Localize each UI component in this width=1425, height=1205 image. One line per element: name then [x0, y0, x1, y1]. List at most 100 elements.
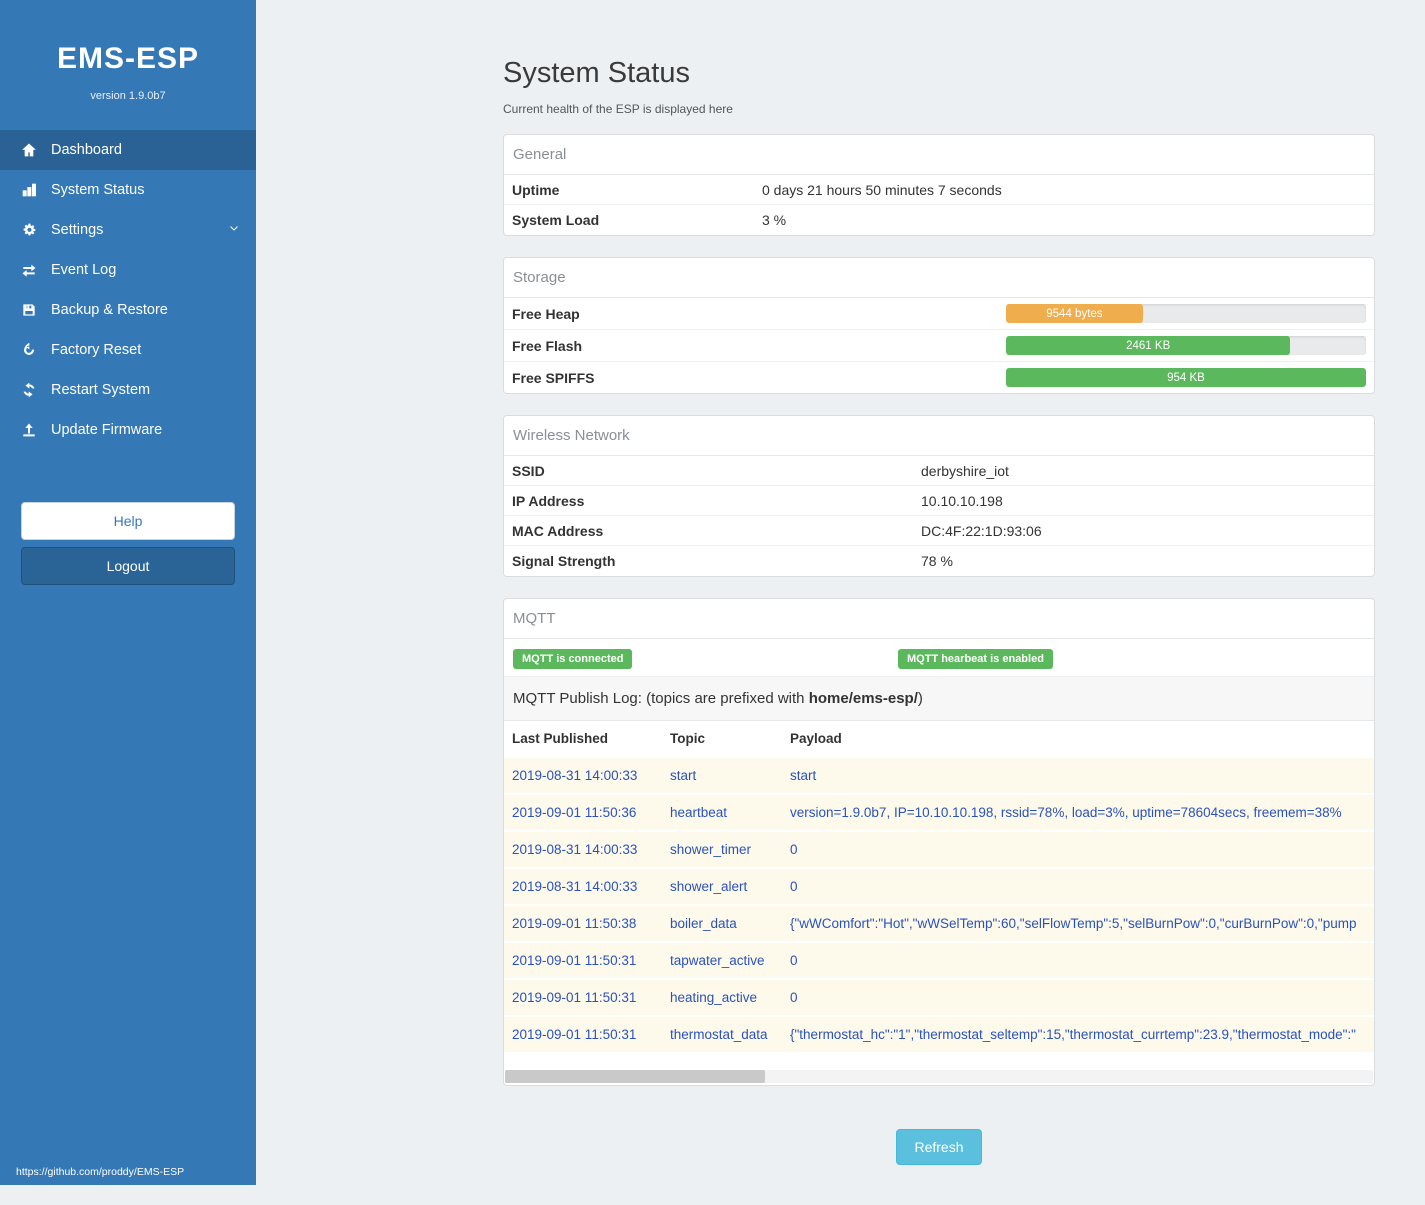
published-cell: 2019-08-31 14:00:33 — [504, 757, 662, 795]
free-spiffs-value: 954 KB — [1167, 371, 1205, 384]
brand: EMS-ESP version 1.9.0b7 — [0, 0, 256, 102]
floppy-save-icon — [20, 301, 38, 319]
table-row: 2019-08-31 14:00:33 start start — [504, 757, 1374, 795]
free-flash-label: Free Flash — [512, 337, 583, 354]
general-panel-header: General — [504, 135, 1374, 175]
published-cell: 2019-09-01 11:50:36 — [504, 794, 662, 832]
upload-icon — [20, 421, 38, 439]
payload-cell: 0 — [782, 831, 1374, 869]
gear-icon — [20, 221, 38, 239]
published-cell: 2019-09-01 11:50:31 — [504, 942, 662, 980]
mqtt-heartbeat-badge: MQTT hearbeat is enabled — [898, 649, 1053, 669]
general-panel: General Uptime 0 days 21 hours 50 minute… — [503, 134, 1375, 236]
published-cell: 2019-09-01 11:50:31 — [504, 979, 662, 1017]
table-row: 2019-09-01 11:50:36 heartbeat version=1.… — [504, 794, 1374, 832]
page-subtitle: Current health of the ESP is displayed h… — [503, 102, 733, 116]
sidebar-item-system-status[interactable]: System Status — [0, 170, 256, 210]
table-header-row: Last Published Topic Payload — [504, 721, 1374, 758]
ssid-value: derbyshire_iot — [921, 462, 1009, 479]
uptime-value: 0 days 21 hours 50 minutes 7 seconds — [762, 181, 1002, 198]
sidebar-menu: Dashboard System Status Settings Event L… — [0, 130, 256, 450]
storage-panel: Storage Free Heap 9544 bytes Free Flash … — [503, 257, 1375, 394]
signal-strength-row: Signal Strength 78 % — [504, 546, 1374, 576]
uptime-row: Uptime 0 days 21 hours 50 minutes 7 seco… — [504, 175, 1374, 205]
free-heap-row: Free Heap 9544 bytes — [504, 298, 1374, 330]
topic-cell: thermostat_data — [662, 1016, 782, 1054]
published-cell: 2019-08-31 14:00:33 — [504, 831, 662, 869]
ssid-label: SSID — [512, 462, 545, 479]
free-flash-progressbar: 2461 KB — [1006, 336, 1366, 355]
app-version: version 1.9.0b7 — [90, 90, 166, 102]
signal-strength-label: Signal Strength — [512, 553, 616, 569]
payload-cell: {"thermostat_hc":"1","thermostat_seltemp… — [782, 1016, 1374, 1054]
free-heap-label: Free Heap — [512, 305, 580, 322]
mac-address-value: DC:4F:22:1D:93:06 — [921, 522, 1042, 539]
page-title: System Status — [503, 57, 690, 89]
sidebar: EMS-ESP version 1.9.0b7 Dashboard System… — [0, 0, 256, 1185]
ssid-row: SSID derbyshire_iot — [504, 456, 1374, 486]
sidebar-item-label: Event Log — [51, 262, 117, 278]
help-button[interactable]: Help — [21, 502, 235, 540]
sidebar-item-label: Update Firmware — [51, 422, 163, 438]
chevron-down-icon — [228, 222, 240, 238]
topic-cell: heating_active — [662, 979, 782, 1017]
signal-strength-value: 78 % — [921, 553, 953, 569]
table-row: 2019-09-01 11:50:38 boiler_data {"wWComf… — [504, 905, 1374, 943]
system-load-value: 3 % — [762, 212, 787, 228]
log-title-suffix: ) — [917, 690, 923, 707]
home-icon — [20, 141, 38, 159]
scrollbar-thumb[interactable] — [505, 1070, 766, 1083]
mac-address-row: MAC Address DC:4F:22:1D:93:06 — [504, 516, 1374, 546]
topic-cell: heartbeat — [662, 794, 782, 832]
logout-button[interactable]: Logout — [21, 547, 235, 585]
sidebar-item-settings[interactable]: Settings — [0, 210, 256, 250]
sidebar-item-restart-system[interactable]: Restart System — [0, 370, 256, 410]
ip-address-value: 10.10.10.198 — [921, 492, 1003, 509]
free-heap-value: 9544 bytes — [1046, 307, 1103, 320]
ip-address-label: IP Address — [512, 492, 585, 509]
storage-panel-header: Storage — [504, 258, 1374, 298]
sidebar-item-factory-reset[interactable]: Factory Reset — [0, 330, 256, 370]
free-spiffs-progressbar: 954 KB — [1006, 368, 1366, 387]
free-flash-value: 2461 KB — [1126, 339, 1171, 352]
payload-cell: 0 — [782, 868, 1374, 906]
sidebar-item-update-firmware[interactable]: Update Firmware — [0, 410, 256, 450]
col-header-topic: Topic — [662, 721, 782, 758]
system-load-row: System Load 3 % — [504, 205, 1374, 235]
sidebar-buttons: Help Logout — [0, 502, 256, 585]
uptime-label: Uptime — [512, 181, 560, 198]
free-flash-row: Free Flash 2461 KB — [504, 330, 1374, 362]
payload-cell: {"wWComfort":"Hot","wWSelTemp":60,"selFl… — [782, 905, 1374, 943]
github-link[interactable]: https://github.com/proddy/EMS-ESP — [16, 1166, 185, 1178]
free-heap-progressbar: 9544 bytes — [1006, 304, 1366, 323]
main-area: System Status Current health of the ESP … — [256, 0, 1425, 1185]
refresh-circle-icon — [20, 381, 38, 399]
published-cell: 2019-08-31 14:00:33 — [504, 868, 662, 906]
mqtt-badges-row: MQTT is connected MQTT hearbeat is enabl… — [504, 639, 1374, 677]
mqtt-connected-badge: MQTT is connected — [513, 649, 633, 669]
payload-cell: version=1.9.0b7, IP=10.10.10.198, rssid=… — [782, 794, 1374, 832]
sidebar-item-event-log[interactable]: Event Log — [0, 250, 256, 290]
table-row: 2019-08-31 14:00:33 shower_alert 0 — [504, 868, 1374, 906]
payload-cell: 0 — [782, 979, 1374, 1017]
bar-chart-icon — [20, 181, 38, 199]
published-cell: 2019-09-01 11:50:38 — [504, 905, 662, 943]
table-row: 2019-08-31 14:00:33 shower_timer 0 — [504, 831, 1374, 869]
sidebar-item-label: Settings — [51, 222, 104, 238]
payload-cell: start — [782, 757, 1374, 795]
log-title-topic-prefix: home/ems-esp/ — [808, 690, 918, 707]
undo-circle-icon — [20, 341, 38, 359]
refresh-button[interactable]: Refresh — [896, 1129, 982, 1165]
horizontal-scrollbar[interactable] — [505, 1070, 1373, 1083]
sidebar-item-label: Dashboard — [51, 142, 122, 158]
sidebar-item-backup-restore[interactable]: Backup & Restore — [0, 290, 256, 330]
topic-cell: boiler_data — [662, 905, 782, 943]
wireless-panel: Wireless Network SSID derbyshire_iot IP … — [503, 415, 1375, 577]
topic-cell: shower_timer — [662, 831, 782, 869]
topic-cell: shower_alert — [662, 868, 782, 906]
table-gap — [504, 1054, 1374, 1070]
col-header-payload: Payload — [782, 721, 1374, 758]
exchange-arrows-icon — [20, 261, 38, 279]
free-spiffs-row: Free SPIFFS 954 KB — [504, 362, 1374, 393]
sidebar-item-dashboard[interactable]: Dashboard — [0, 130, 256, 170]
